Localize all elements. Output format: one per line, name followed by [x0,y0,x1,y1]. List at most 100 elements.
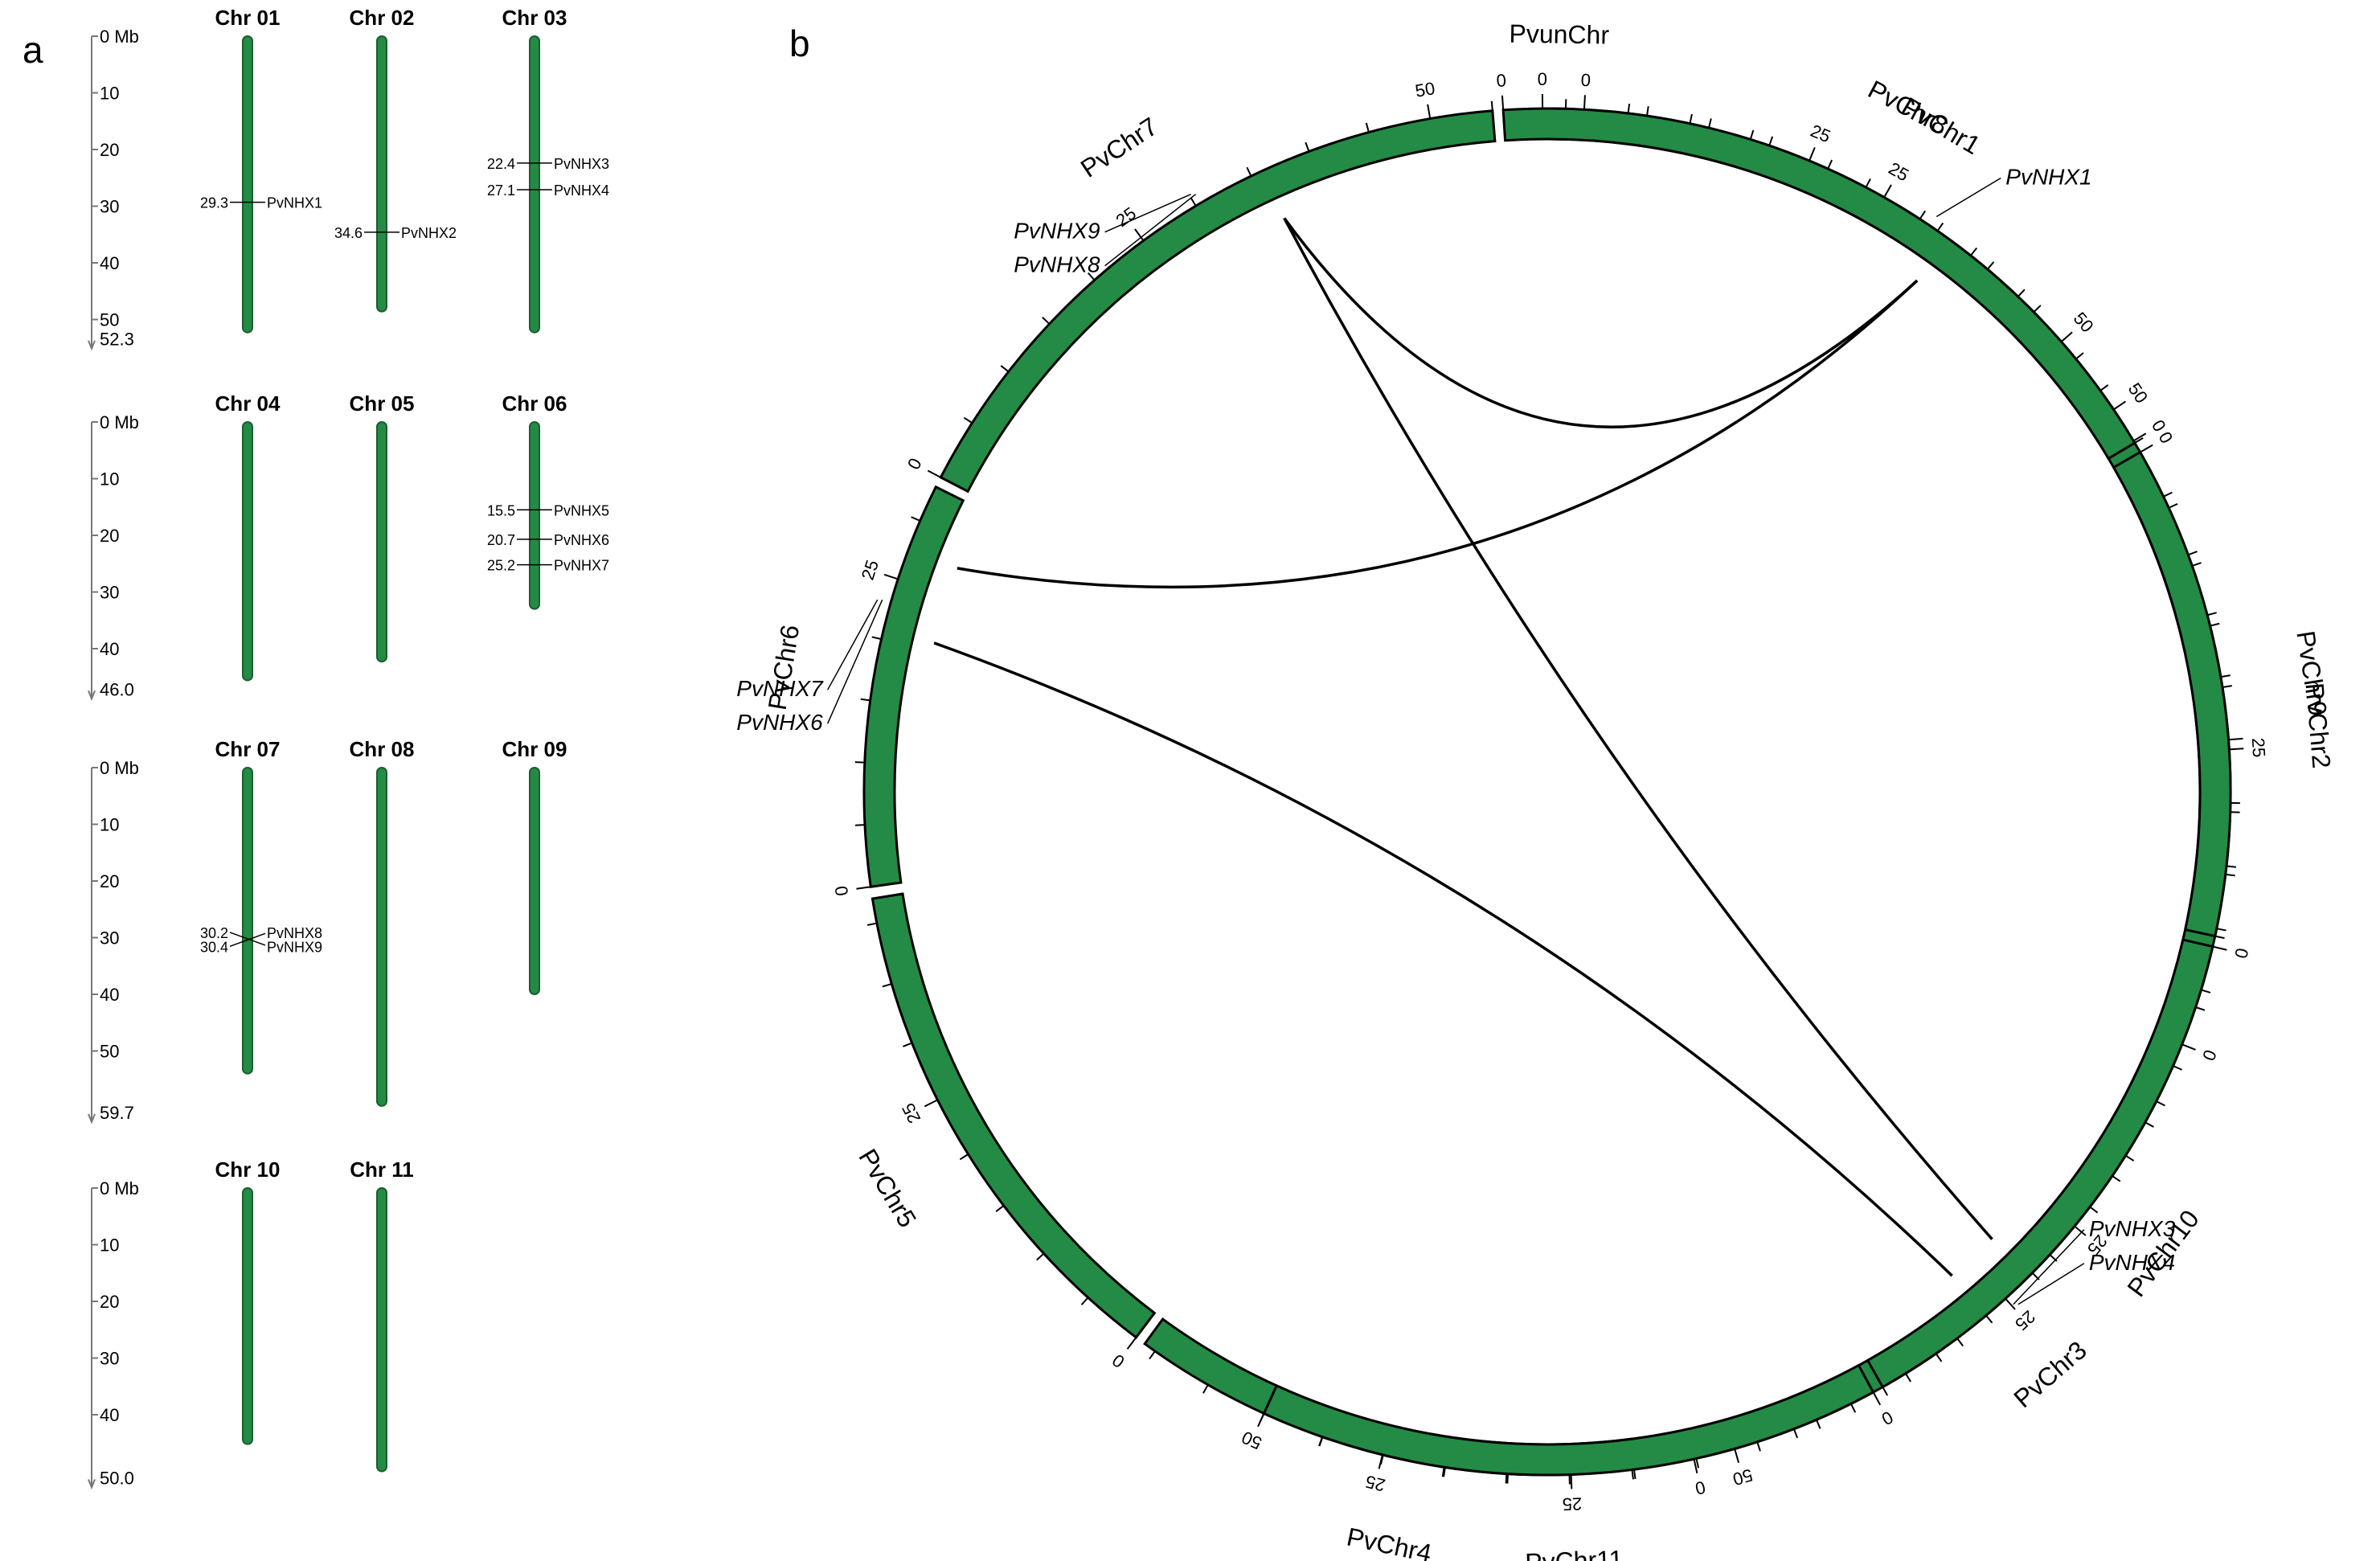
scale-axis-arrow [88,690,96,701]
circos-tick [860,698,870,702]
gene-position-label: 25.2 [487,558,515,574]
chromosome: Chr 10 [215,1157,280,1445]
gene-callout-label: PvNHX8 [1014,252,1100,277]
circos-tick [856,886,871,890]
gene-callout-line [826,599,883,724]
gene-callout-label: PvNHX7 [736,676,824,701]
gene-callout-label: PvNHX4 [2089,1250,2175,1275]
circos-chromosome-name: PvChr9 [2291,629,2333,718]
gene-name-label: PvNHX2 [401,225,457,241]
gene-name-label: PvNHX6 [554,532,609,548]
circos-tick [1985,1314,1993,1324]
circos-tick [1956,1338,1964,1347]
gene-marker: 20.7 PvNHX6 [487,532,609,548]
circos-tick [2216,928,2226,932]
circos-tick [2140,444,2153,453]
circos-tick [1646,106,1649,117]
scale-tick-label: 30 [100,583,119,603]
circos-tick [1042,316,1051,325]
scale-tick-label: 30 [100,1349,119,1369]
chromosome: Chr 08 [350,737,415,1107]
circos-tick [927,469,941,478]
scale-tick-label: 10 [100,469,119,490]
gene-name-label: PvNHX8 [267,925,322,941]
circos-tick [1379,1454,1384,1465]
circos-tick [2210,622,2220,627]
circos-segment [1501,107,2136,461]
chromosome-bar [529,767,540,995]
circos-tick [1872,1391,1882,1406]
circos-tick [1246,166,1252,177]
circos-tick [903,1042,912,1047]
chromosome-name: Chr 08 [350,737,415,761]
gene-position-label: 30.4 [200,939,228,955]
circos-tick-label: 0 [1496,70,1507,91]
circos-tick [1149,1350,1156,1360]
gene-name-label: PvNHX9 [267,939,322,955]
circos-tick [2074,1225,2087,1236]
gene-marker: 34.6 PvNHX2 [334,225,457,241]
gene-marker: 15.5 PvNHX5 [487,502,609,518]
circos-tick [2144,1121,2154,1128]
gene-callout-line [827,599,879,690]
gene-callout-line [2013,1229,2085,1305]
chromosome-bar [529,421,540,610]
gene-callout: PvNHX7 PvNHX6 [736,599,883,735]
gene-name-label: PvNHX3 [554,156,609,172]
circos-tick-label: 25 [2248,737,2269,758]
circos-chromosome-name: PvChr5 [853,1144,922,1232]
gene-marker: 30.2 PvNHX8 [200,925,322,946]
scale-tick-label: 40 [100,1405,119,1425]
gene-callout: PvNHX1 [1936,164,2092,218]
circos-tick [1936,222,1944,231]
gene-callout-label: PvNHX1 [2005,164,2091,189]
scale-tick-label: 20 [100,871,119,891]
gene-callout: PvNHX3 PvNHX4 [2013,1216,2176,1305]
circos-tick-label: 0 [1538,69,1547,89]
chromosome: Chr 01 29.3 PvNHX1 [200,6,322,334]
circos-tick-label: 0 [1580,70,1591,91]
circos-tick [1318,1436,1324,1447]
circos-tick [1627,103,1631,114]
circos-segment [2112,450,2232,938]
circos-tick [1695,1458,1700,1469]
circos-tick [2017,289,2026,297]
circos-chromosome-name: PvunChr [1509,19,1609,50]
scale-tick-label: 50 [100,310,119,330]
circos-tick-label: 25 [1562,1493,1582,1514]
chromosome-row: 0 Mb 10 20 30 40 46.0 Chr 04 Chr 05 Chr 06 15.5 Pv… [88,391,609,701]
circos-tick [1134,228,1145,241]
chromosome-bar [529,35,540,334]
circos-tick [871,636,882,641]
scale-tick-label: 20 [100,1292,119,1312]
circos-chromosome: 0 25 50 PvChr8 [1496,70,2144,461]
circos-tick [2112,400,2127,411]
circos-tick-label: 50 [1414,78,1436,101]
circos-tick [1850,1403,1857,1413]
scale-tick-label: 40 [100,985,119,1005]
circos-tick [963,416,973,424]
circos-segment [1262,1363,1875,1477]
chromosome-bar [376,767,387,1107]
chromosome-bar [376,421,387,663]
circos-tick-label: 25 [1808,121,1833,146]
chromosome-name: Chr 05 [350,391,415,416]
gene-position-label: 15.5 [487,502,515,518]
chromosome: Chr 04 [215,391,281,682]
chromosome-bar [242,35,253,334]
scale-tick-label: 30 [100,197,119,217]
circos-tick [1583,95,1586,110]
circos-tick [2222,685,2233,688]
scale-tick-label: 0 Mb [100,27,139,47]
gene-position-label: 22.4 [487,156,515,172]
chromosome: Chr 06 15.5 PvNHX5 20.7 PvNHX6 25.2 PvNHX7 [487,391,609,610]
circos-tick [1792,1428,1799,1439]
synteny-link [1283,217,1993,1240]
circos-tick-label: 0 [903,455,926,473]
gene-position-label: 27.1 [487,182,515,199]
circos-segment [870,892,1157,1339]
chromosome: Chr 03 22.4 PvNHX3 27.1 PvNHX4 [487,6,609,334]
scale-tick-label: 10 [100,1235,119,1256]
gene-position-label: 34.6 [334,225,363,241]
circos-segment [1866,938,2214,1389]
